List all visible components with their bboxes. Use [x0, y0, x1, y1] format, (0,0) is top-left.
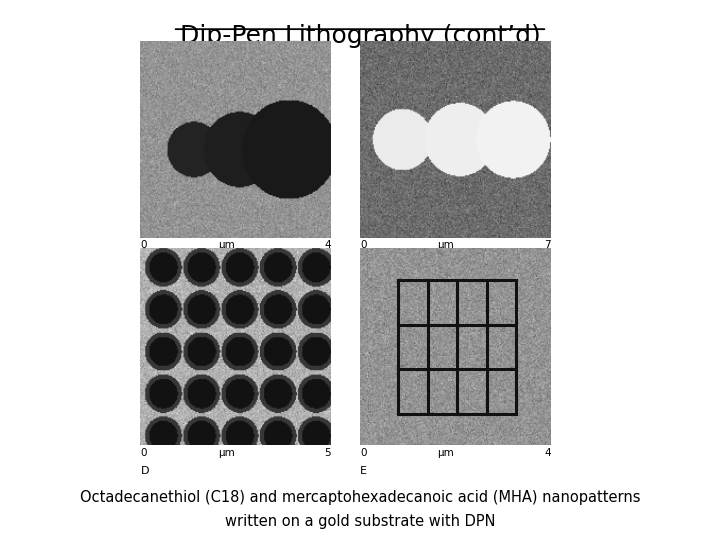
Text: written on a gold substrate with DPN: written on a gold substrate with DPN — [225, 514, 495, 529]
Text: μm: μm — [438, 448, 454, 458]
Text: 5: 5 — [325, 448, 331, 458]
Text: Octadecanethiol (C18) and mercaptohexadecanoic acid (MHA) nanopatterns: Octadecanethiol (C18) and mercaptohexade… — [80, 490, 640, 505]
Text: μm: μm — [218, 240, 235, 251]
Text: 4: 4 — [544, 448, 551, 458]
Text: μm: μm — [438, 240, 454, 251]
Text: 0: 0 — [140, 240, 147, 251]
Text: 4: 4 — [325, 240, 331, 251]
Text: 0: 0 — [360, 240, 366, 251]
Text: 0: 0 — [140, 448, 147, 458]
Text: 0: 0 — [360, 448, 366, 458]
Text: Dip-Pen Lithography (cont’d): Dip-Pen Lithography (cont’d) — [179, 24, 541, 48]
Text: D: D — [140, 466, 149, 476]
Text: μm: μm — [218, 448, 235, 458]
Text: 7: 7 — [544, 240, 551, 251]
Text: E: E — [360, 466, 367, 476]
